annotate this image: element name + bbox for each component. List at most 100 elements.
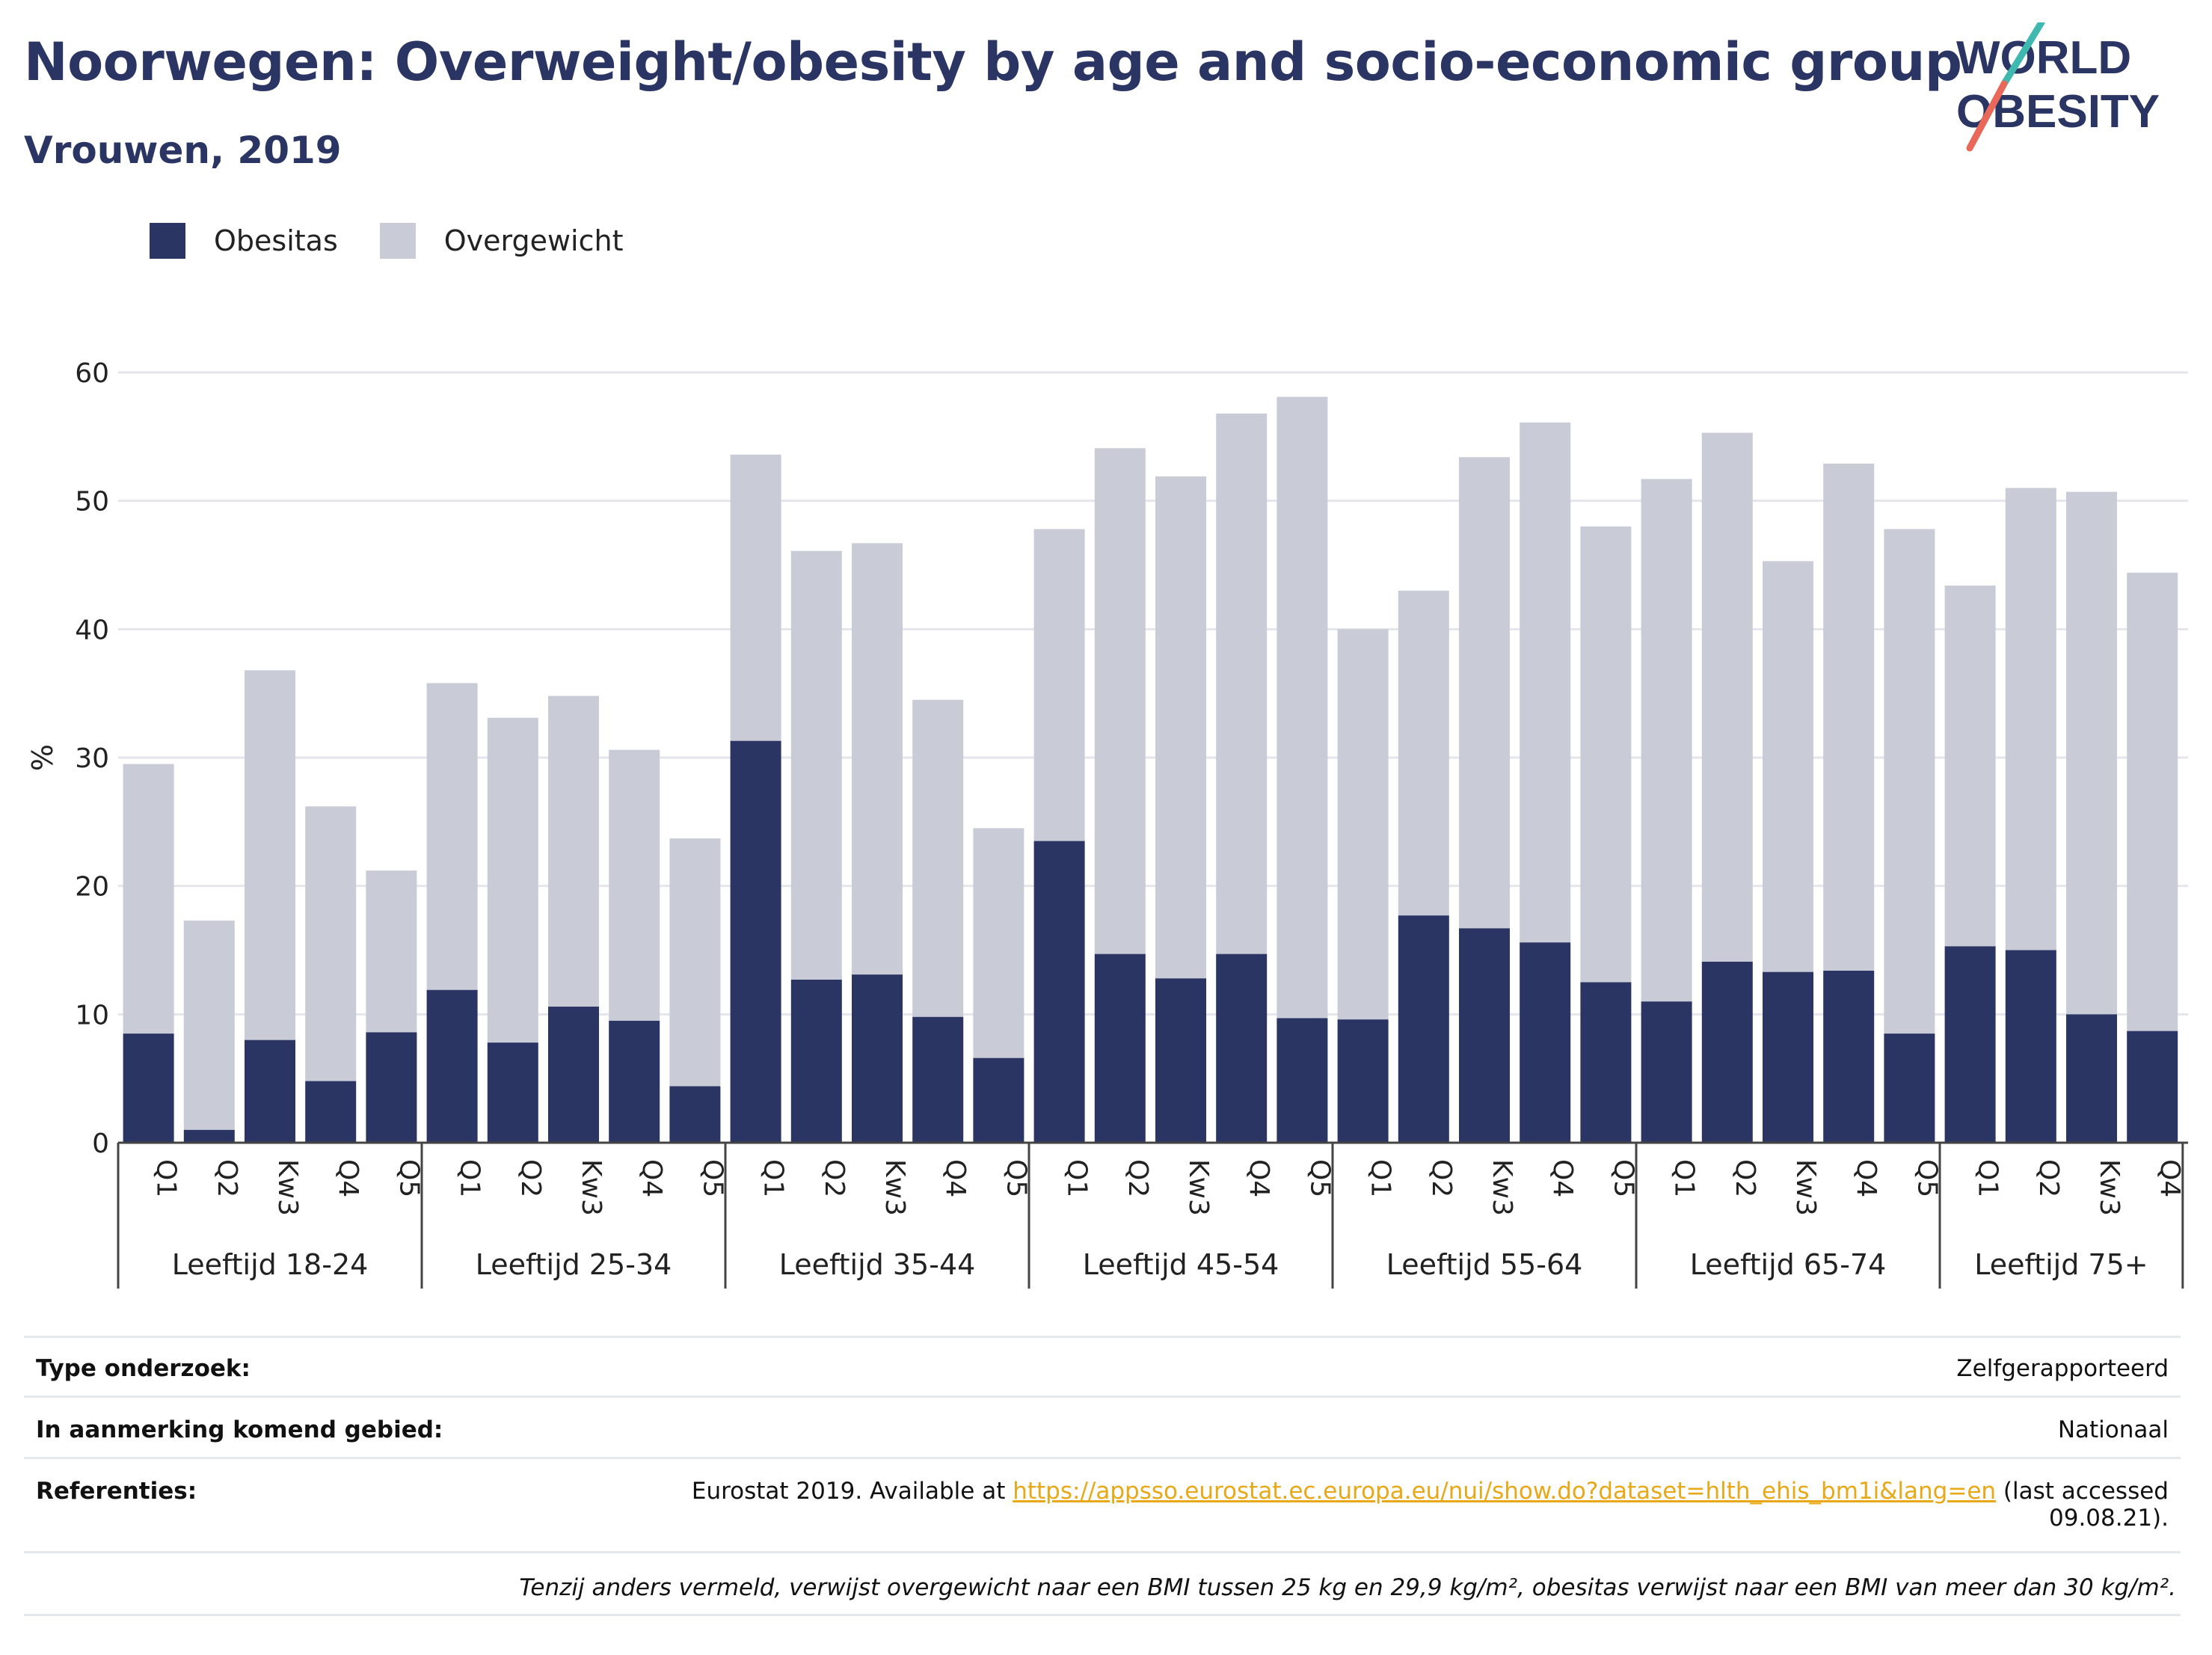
y-tick-label: 20 xyxy=(75,872,109,903)
x-tick-label: Q2 xyxy=(212,1159,242,1197)
bar-obesitas xyxy=(1216,954,1268,1143)
meta-divider xyxy=(24,1336,2181,1338)
bar-overgewicht xyxy=(245,670,295,1040)
meta-label: Referenties: xyxy=(36,1478,197,1505)
group-label: Leeftijd 45-54 xyxy=(1083,1248,1279,1281)
group-label: Leeftijd 25-34 xyxy=(476,1248,672,1281)
group-label: Leeftijd 65-74 xyxy=(1690,1248,1887,1281)
x-tick-label: Q5 xyxy=(1001,1159,1031,1197)
legend-label-overgewicht: Overgewicht xyxy=(443,224,624,257)
bar-overgewicht xyxy=(1398,590,1449,916)
logo-line1: WORLD xyxy=(1956,32,2131,84)
x-tick-label: Q2 xyxy=(1730,1159,1760,1197)
chart-subtitle: Vrouwen, 2019 xyxy=(24,129,342,172)
y-tick-label: 10 xyxy=(75,1000,109,1031)
chart-title: Noorwegen: Overweight/obesity by age and… xyxy=(24,31,1962,93)
bar-obesitas xyxy=(2127,1031,2178,1143)
x-tick-label: Kw3 xyxy=(1790,1159,1821,1216)
x-tick-label: Kw3 xyxy=(1183,1159,1214,1216)
bar-overgewicht xyxy=(2005,488,2056,951)
reference-suffix: (last accessed xyxy=(1996,1478,2169,1505)
bar-obesitas xyxy=(790,979,842,1143)
legend-item-obesitas[interactable]: Obesitas xyxy=(150,223,338,259)
meta-label: In aanmerking komend gebied: xyxy=(36,1416,443,1443)
bar-obesitas xyxy=(1155,978,1206,1143)
bar-overgewicht xyxy=(305,806,357,1081)
bar-overgewicht xyxy=(2066,491,2117,1015)
group-label: Leeftijd 75+ xyxy=(1974,1248,2148,1281)
x-tick-label: Q1 xyxy=(1973,1159,2003,1197)
bar-overgewicht xyxy=(669,838,721,1087)
bar-obesitas xyxy=(1580,982,1632,1143)
bar-overgewicht xyxy=(1094,448,1146,954)
x-tick-label: Q2 xyxy=(2033,1159,2064,1197)
x-tick-label: Kw3 xyxy=(2094,1159,2125,1216)
bar-obesitas xyxy=(1276,1018,1328,1143)
bar-overgewicht xyxy=(1580,526,1632,983)
legend-label-obesitas: Obesitas xyxy=(214,224,338,257)
bar-obesitas xyxy=(1398,915,1449,1143)
legend-swatch-overgewicht xyxy=(379,223,416,259)
bar-overgewicht xyxy=(730,454,781,741)
bar-obesitas xyxy=(1823,970,1875,1143)
bar-overgewicht xyxy=(183,921,235,1130)
meta-divider xyxy=(24,1395,2181,1398)
bar-overgewicht xyxy=(790,550,842,980)
x-tick-label: Q2 xyxy=(1122,1159,1153,1197)
definition-note: Tenzij anders vermeld, verwijst overgewi… xyxy=(519,1574,2176,1601)
y-tick-label: 0 xyxy=(92,1129,109,1159)
bar-obesitas xyxy=(245,1040,295,1143)
bar-overgewicht xyxy=(912,699,964,1017)
meta-divider xyxy=(24,1551,2181,1553)
bar-overgewicht xyxy=(1033,529,1085,841)
bar-obesitas xyxy=(1033,841,1085,1143)
reference-link[interactable]: https://appsso.eurostat.ec.europa.eu/nui… xyxy=(1013,1478,1997,1505)
bar-overgewicht xyxy=(1216,413,1268,954)
x-tick-label: Kw3 xyxy=(576,1159,606,1216)
bar-obesitas xyxy=(426,989,478,1143)
bar-overgewicht xyxy=(548,696,599,1007)
bar-obesitas xyxy=(487,1043,538,1143)
x-tick-label: Q2 xyxy=(515,1159,546,1197)
x-tick-label: Q1 xyxy=(455,1159,485,1197)
bar-obesitas xyxy=(366,1032,417,1143)
bar-overgewicht xyxy=(1641,479,1692,1002)
x-tick-label: Q4 xyxy=(1851,1159,1881,1197)
bar-overgewicht xyxy=(1944,585,1996,947)
group-label: Leeftijd 35-44 xyxy=(779,1248,976,1281)
world-obesity-logo: WORLD OBESITY xyxy=(1956,22,2160,152)
bar-obesitas xyxy=(912,1016,964,1143)
y-axis-label: % xyxy=(26,744,59,771)
x-tick-label: Q1 xyxy=(151,1159,182,1197)
x-tick-label: Q5 xyxy=(1304,1159,1335,1197)
legend-item-overgewicht[interactable]: Overgewicht xyxy=(379,223,624,259)
y-tick-label: 30 xyxy=(75,743,109,774)
bar-obesitas xyxy=(1884,1034,1935,1143)
bar-obesitas xyxy=(730,740,781,1143)
x-tick-label: Q4 xyxy=(636,1159,667,1197)
group-label: Leeftijd 55-64 xyxy=(1386,1248,1583,1281)
bar-obesitas xyxy=(852,974,903,1143)
bar-overgewicht xyxy=(1459,457,1510,929)
x-tick-label: Q5 xyxy=(1911,1159,1942,1197)
x-tick-label: Q1 xyxy=(1669,1159,1700,1197)
bar-overgewicht xyxy=(123,764,174,1034)
x-tick-label: Q4 xyxy=(333,1159,363,1197)
bar-overgewicht xyxy=(366,871,417,1033)
bar-overgewicht xyxy=(1155,476,1206,979)
y-tick-label: 60 xyxy=(75,358,109,389)
bar-obesitas xyxy=(2005,950,2056,1143)
meta-value: Zelfgerapporteerd xyxy=(1956,1355,2169,1382)
bar-obesitas xyxy=(548,1007,599,1143)
bar-obesitas xyxy=(1641,1001,1692,1143)
meta-label: Type onderzoek: xyxy=(36,1355,251,1382)
bar-obesitas xyxy=(1520,942,1571,1143)
bar-obesitas xyxy=(609,1020,660,1143)
x-tick-label: Kw3 xyxy=(272,1159,303,1216)
x-tick-label: Q5 xyxy=(393,1159,424,1197)
bar-overgewicht xyxy=(2127,572,2178,1031)
y-tick-label: 40 xyxy=(75,615,109,645)
bar-obesitas xyxy=(1701,961,1753,1143)
bar-obesitas xyxy=(973,1057,1024,1143)
group-label: Leeftijd 18-24 xyxy=(172,1248,369,1281)
